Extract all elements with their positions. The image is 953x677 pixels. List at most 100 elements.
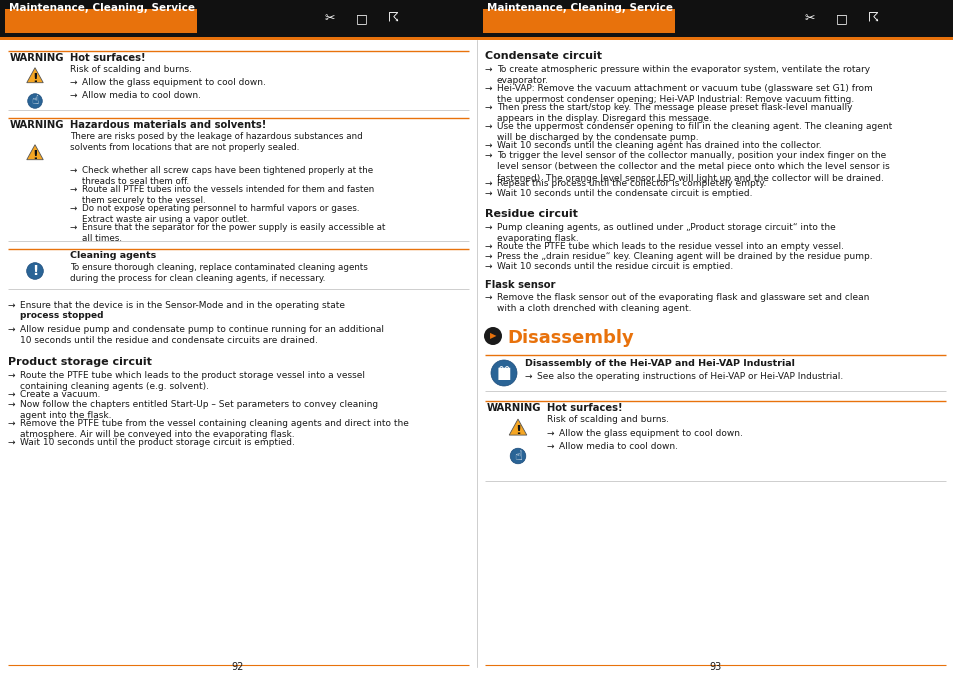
- Text: ✂: ✂: [324, 12, 335, 26]
- Text: Hot surfaces!: Hot surfaces!: [70, 53, 146, 63]
- Text: □: □: [355, 12, 368, 26]
- Text: !: !: [32, 148, 38, 162]
- Text: Risk of scalding and burns.: Risk of scalding and burns.: [70, 65, 192, 74]
- Text: Ensure that the separator for the power supply is easily accessible at
all times: Ensure that the separator for the power …: [82, 223, 385, 244]
- Text: process stopped: process stopped: [20, 311, 103, 320]
- Text: Wait 10 seconds until the condensate circuit is emptied.: Wait 10 seconds until the condensate cir…: [497, 189, 752, 198]
- Text: 92: 92: [232, 662, 244, 672]
- Text: Wait 10 seconds until the residue circuit is emptied.: Wait 10 seconds until the residue circui…: [497, 262, 733, 271]
- Text: WARNING: WARNING: [10, 120, 65, 130]
- Text: Disassembly: Disassembly: [506, 329, 633, 347]
- Text: .: .: [91, 311, 94, 320]
- Circle shape: [27, 263, 43, 280]
- Text: Pump cleaning agents, as outlined under „Product storage circuit“ into the
evapo: Pump cleaning agents, as outlined under …: [497, 223, 835, 244]
- Text: !: !: [515, 424, 520, 437]
- Circle shape: [510, 448, 525, 464]
- Text: Check whether all screw caps have been tightened properly at the
threads to seal: Check whether all screw caps have been t…: [82, 166, 373, 186]
- Circle shape: [483, 327, 501, 345]
- Text: →: →: [8, 325, 15, 334]
- Text: →: →: [484, 151, 492, 160]
- Text: ☝: ☝: [31, 95, 38, 108]
- Text: WARNING: WARNING: [10, 53, 65, 63]
- Text: →: →: [70, 166, 77, 175]
- Text: →: →: [8, 371, 15, 380]
- Text: Maintenance, Cleaning, Service: Maintenance, Cleaning, Service: [9, 3, 194, 13]
- Text: Now follow the chapters entitled Start-Up – Set parameters to convey cleaning
ag: Now follow the chapters entitled Start-U…: [20, 400, 377, 420]
- Bar: [5, 9, 196, 33]
- Text: ⌘: ⌘: [497, 366, 510, 380]
- Text: To create atmospheric pressure within the evaporator system, ventilate the rotar: To create atmospheric pressure within th…: [497, 65, 869, 85]
- Text: →: →: [484, 242, 492, 251]
- Text: Remove the flask sensor out of the evaporating flask and glassware set and clean: Remove the flask sensor out of the evapo…: [497, 293, 868, 313]
- Text: Use the uppermost condenser opening to fill in the cleaning agent. The cleaning : Use the uppermost condenser opening to f…: [497, 122, 891, 142]
- Text: →: →: [8, 400, 15, 409]
- Text: Repeat this process until the collector is completely empty.: Repeat this process until the collector …: [497, 179, 765, 188]
- Text: Remove the PTFE tube from the vessel containing cleaning agents and direct into : Remove the PTFE tube from the vessel con…: [20, 419, 409, 439]
- Text: ▶: ▶: [489, 332, 496, 341]
- Polygon shape: [509, 419, 526, 435]
- Text: Route the PTFE tube which leads to the product storage vessel into a vessel
cont: Route the PTFE tube which leads to the p…: [20, 371, 365, 391]
- Text: 93: 93: [709, 662, 721, 672]
- Text: Allow residue pump and condensate pump to continue running for an additional
10 : Allow residue pump and condensate pump t…: [20, 325, 384, 345]
- Text: →: →: [484, 65, 492, 74]
- Text: Hot surfaces!: Hot surfaces!: [546, 403, 622, 413]
- Text: □: □: [835, 12, 847, 26]
- Text: Flask sensor: Flask sensor: [484, 280, 555, 290]
- Text: ■: ■: [497, 366, 511, 380]
- Bar: [482, 9, 675, 33]
- Text: Allow media to cool down.: Allow media to cool down.: [558, 442, 678, 451]
- Text: ☈: ☈: [388, 12, 399, 26]
- Text: Route the PTFE tube which leads to the residue vessel into an empty vessel.: Route the PTFE tube which leads to the r…: [497, 242, 843, 251]
- Text: →: →: [8, 419, 15, 428]
- Text: →: →: [70, 91, 77, 100]
- Text: WARNING: WARNING: [486, 403, 541, 413]
- Text: To trigger the level sensor of the collector manually, position your index finge: To trigger the level sensor of the colle…: [497, 151, 889, 183]
- Polygon shape: [27, 145, 43, 160]
- Text: Hei-VAP: Remove the vacuum attachment or vacuum tube (glassware set G1) from
the: Hei-VAP: Remove the vacuum attachment or…: [497, 84, 872, 104]
- Text: →: →: [8, 301, 15, 310]
- Text: →: →: [70, 78, 77, 87]
- Text: Do not expose operating personnel to harmful vapors or gases.
Extract waste air : Do not expose operating personnel to har…: [82, 204, 359, 225]
- Text: Press the „drain residue“ key. Cleaning agent will be drained by the residue pum: Press the „drain residue“ key. Cleaning …: [497, 252, 872, 261]
- Text: Hazardous materials and solvents!: Hazardous materials and solvents!: [70, 120, 266, 130]
- Text: Route all PTFE tubes into the vessels intended for them and fasten
them securely: Route all PTFE tubes into the vessels in…: [82, 185, 374, 205]
- Text: →: →: [484, 223, 492, 232]
- Text: Disassembly of the Hei-VAP and Hei-VAP Industrial: Disassembly of the Hei-VAP and Hei-VAP I…: [524, 359, 794, 368]
- Text: !: !: [31, 264, 38, 278]
- Text: Allow media to cool down.: Allow media to cool down.: [82, 91, 201, 100]
- Text: →: →: [70, 223, 77, 232]
- Text: →: →: [484, 141, 492, 150]
- Text: Create a vacuum.: Create a vacuum.: [20, 390, 100, 399]
- Text: Allow the glass equipment to cool down.: Allow the glass equipment to cool down.: [558, 429, 742, 438]
- Text: →: →: [484, 262, 492, 271]
- Text: See also the operating instructions of Hei-VAP or Hei-VAP Industrial.: See also the operating instructions of H…: [537, 372, 842, 381]
- Text: →: →: [484, 84, 492, 93]
- Text: Condensate circuit: Condensate circuit: [484, 51, 601, 61]
- Text: →: →: [524, 372, 532, 381]
- Text: ✂: ✂: [804, 12, 815, 26]
- Text: →: →: [8, 438, 15, 447]
- Text: →: →: [546, 429, 554, 438]
- Text: There are risks posed by the leakage of hazardous substances and
solvents from l: There are risks posed by the leakage of …: [70, 132, 362, 152]
- Text: →: →: [70, 204, 77, 213]
- Text: Allow the glass equipment to cool down.: Allow the glass equipment to cool down.: [82, 78, 266, 87]
- Text: →: →: [484, 103, 492, 112]
- Bar: [0, 37, 476, 40]
- Text: Wait 10 seconds until the product storage circuit is emptied.: Wait 10 seconds until the product storag…: [20, 438, 294, 447]
- Circle shape: [494, 364, 513, 383]
- Text: →: →: [484, 189, 492, 198]
- Bar: [0, 0, 953, 38]
- Text: →: →: [546, 442, 554, 451]
- Text: Maintenance, Cleaning, Service: Maintenance, Cleaning, Service: [486, 3, 672, 13]
- Text: Then press the start/stop key. The message please preset flask-level manually
ap: Then press the start/stop key. The messa…: [497, 103, 852, 123]
- Text: Wait 10 seconds until the cleaning agent has drained into the collector.: Wait 10 seconds until the cleaning agent…: [497, 141, 821, 150]
- Text: To ensure thorough cleaning, replace contaminated cleaning agents
during the pro: To ensure thorough cleaning, replace con…: [70, 263, 368, 284]
- Text: →: →: [70, 185, 77, 194]
- Circle shape: [28, 93, 42, 108]
- Text: Residue circuit: Residue circuit: [484, 209, 578, 219]
- Text: →: →: [8, 390, 15, 399]
- Text: →: →: [484, 179, 492, 188]
- Text: ☈: ☈: [867, 12, 879, 26]
- Text: Risk of scalding and burns.: Risk of scalding and burns.: [546, 415, 668, 424]
- Bar: [476, 37, 953, 40]
